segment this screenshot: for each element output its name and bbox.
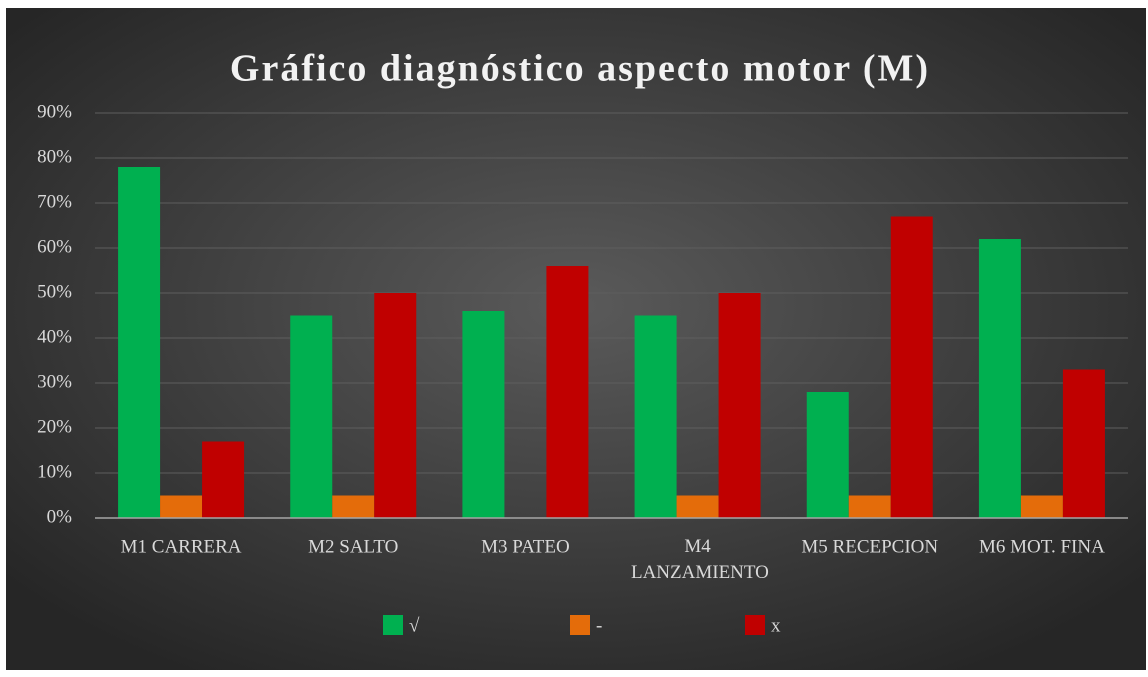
y-tick-label: 0% xyxy=(47,506,73,527)
legend-label: - xyxy=(596,615,602,636)
x-tick-label: M2 SALTO xyxy=(308,536,398,557)
bar xyxy=(718,293,761,518)
x-tick-label: M3 PATEO xyxy=(481,536,570,557)
y-tick-label: 50% xyxy=(37,281,72,302)
legend-label: √ xyxy=(409,615,420,636)
y-tick-label: 30% xyxy=(37,371,72,392)
bar xyxy=(546,266,589,518)
bar xyxy=(890,216,933,518)
legend-label: x xyxy=(771,615,781,636)
bar xyxy=(374,293,417,518)
y-tick-label: 90% xyxy=(37,101,72,122)
bar xyxy=(1062,369,1105,518)
legend-swatch xyxy=(745,615,765,635)
x-tick-label: M6 MOT. FINA xyxy=(979,536,1105,557)
bar xyxy=(462,311,505,518)
x-tick-label: M5 RECEPCION xyxy=(801,536,938,557)
bar xyxy=(290,315,333,518)
y-tick-label: 10% xyxy=(37,461,72,482)
bar xyxy=(1020,495,1063,518)
bar xyxy=(676,495,719,518)
bar xyxy=(160,495,203,518)
bar xyxy=(634,315,677,518)
legend-swatch xyxy=(383,615,403,635)
bar xyxy=(978,239,1021,518)
bar xyxy=(202,441,245,518)
y-tick-label: 70% xyxy=(37,191,72,212)
bar xyxy=(118,167,161,518)
legend-swatch xyxy=(570,615,590,635)
y-tick-label: 20% xyxy=(37,416,72,437)
x-tick-label: M4 LANZAMIENTO xyxy=(626,536,769,583)
bar xyxy=(806,392,849,518)
y-tick-label: 80% xyxy=(37,146,72,167)
bar xyxy=(332,495,375,518)
chart-title: Gráfico diagnóstico aspecto motor (M) xyxy=(230,48,930,90)
y-tick-label: 60% xyxy=(37,236,72,257)
bar xyxy=(848,495,891,518)
y-tick-label: 40% xyxy=(37,326,72,347)
x-tick-label: M1 CARRERA xyxy=(121,536,242,557)
